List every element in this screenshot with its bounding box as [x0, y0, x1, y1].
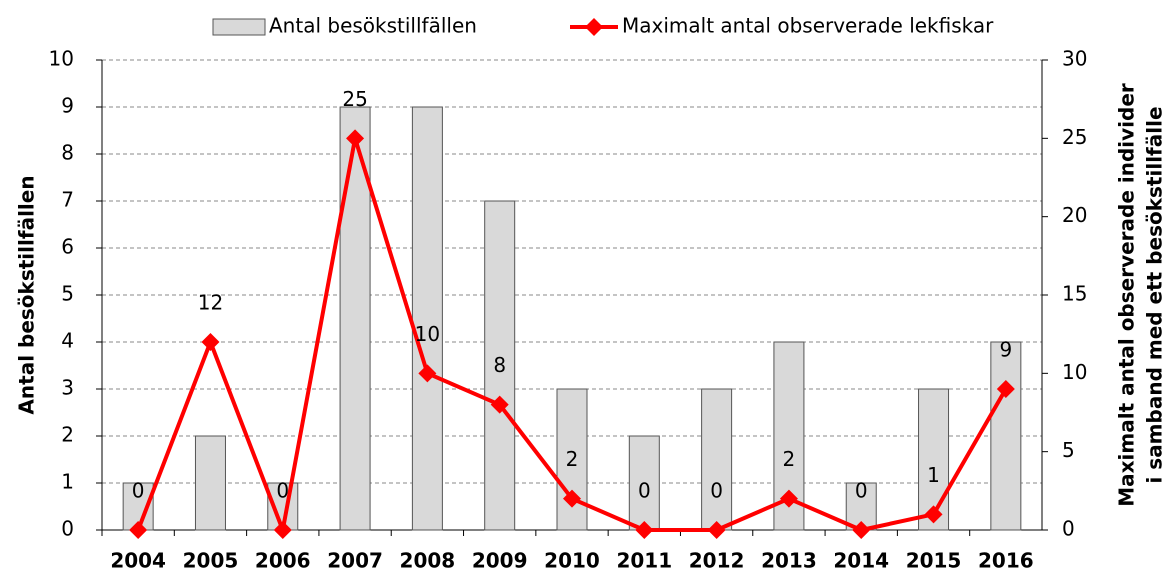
y2-tick-label: 25	[1062, 125, 1087, 149]
marker	[924, 505, 943, 524]
y2-tick-label: 15	[1062, 282, 1087, 306]
x-tick-label: 2009	[472, 549, 528, 573]
y-tick-label: 5	[61, 282, 74, 306]
y-tick-label: 2	[61, 423, 74, 447]
x-tick-label: 2011	[616, 549, 672, 573]
y2-tick-label: 10	[1062, 360, 1087, 384]
x-tick-label: 2008	[400, 549, 456, 573]
y-tick-label: 6	[61, 235, 74, 259]
x-tick-label: 2010	[544, 549, 600, 573]
bar	[701, 388, 733, 531]
x-tick-label: 2007	[327, 549, 383, 573]
marker	[490, 395, 509, 414]
x-tick-label: 2012	[689, 549, 745, 573]
marker	[707, 521, 726, 539]
bar	[628, 435, 660, 531]
data-label: 10	[415, 322, 440, 346]
data-label: 12	[198, 291, 223, 315]
marker	[563, 489, 581, 508]
y-tick-label: 4	[61, 329, 74, 353]
y-tick-label: 0	[61, 517, 74, 541]
legend-label: Antal besökstillfällen	[269, 14, 477, 38]
data-label: 0	[710, 479, 723, 503]
marker	[996, 380, 1015, 398]
y2-axis-title: i samband med ett besökstillfälle	[1143, 106, 1167, 483]
y2-tick-label: 30	[1062, 47, 1087, 71]
marker	[346, 129, 365, 148]
marker	[779, 489, 798, 508]
marker	[635, 521, 654, 539]
x-tick-label: 2013	[761, 549, 817, 573]
x-tick-label: 2006	[255, 549, 311, 573]
y-tick-label: 9	[61, 94, 74, 118]
data-label: 9	[999, 338, 1012, 362]
marker	[129, 521, 148, 539]
y2-axis-title: Maximalt antal observerade individer	[1115, 83, 1139, 507]
y-tick-label: 8	[61, 141, 74, 165]
data-label: 0	[855, 479, 868, 503]
data-label: 2	[783, 447, 796, 471]
y-tick-label: 1	[61, 470, 74, 494]
y-tick-label: 10	[49, 47, 74, 71]
data-label: 1	[927, 463, 940, 487]
x-tick-label: 2005	[183, 549, 239, 573]
data-label: 0	[276, 479, 289, 503]
y-tick-label: 7	[61, 188, 74, 212]
x-tick-label: 2004	[110, 549, 166, 573]
x-tick-label: 2015	[906, 549, 962, 573]
marker	[201, 333, 220, 351]
y-axis-title: Antal besökstillfällen	[15, 175, 39, 414]
data-label: 0	[132, 479, 145, 503]
data-label: 0	[638, 479, 651, 503]
x-tick-label: 2014	[833, 549, 889, 573]
legend-swatch	[585, 18, 603, 36]
legend-swatch	[212, 18, 266, 36]
y2-tick-label: 0	[1062, 517, 1075, 541]
bar	[411, 106, 443, 531]
y2-tick-label: 5	[1062, 438, 1075, 462]
marker	[852, 521, 871, 539]
bar	[484, 200, 516, 531]
data-label: 2	[566, 447, 579, 471]
bar	[194, 435, 226, 531]
y2-tick-label: 20	[1062, 203, 1087, 227]
marker	[418, 364, 437, 383]
data-label: 25	[342, 87, 367, 111]
marker	[273, 521, 292, 539]
bar	[990, 341, 1022, 531]
x-tick-label: 2016	[978, 549, 1034, 573]
y-tick-label: 3	[61, 376, 74, 400]
data-label: 8	[493, 353, 506, 377]
legend-label: Maximalt antal observerade lekfiskar	[622, 14, 994, 38]
